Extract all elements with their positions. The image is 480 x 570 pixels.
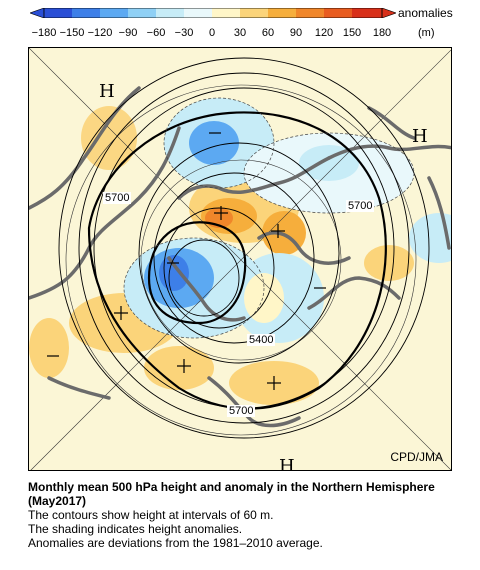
- credit-label: CPD/JMA: [390, 450, 443, 464]
- height-contours: [58, 57, 430, 439]
- colorbar-tick: 150: [342, 27, 362, 39]
- anomaly-colorbar: [30, 8, 396, 18]
- high-pressure-label: H: [279, 456, 295, 471]
- caption-line: Anomalies are deviations from the 1981–2…: [28, 536, 323, 550]
- colorbar-unit: (m): [418, 27, 435, 39]
- high-pressure-label: H: [412, 126, 428, 147]
- colorbar-tick: −120: [87, 27, 113, 39]
- colorbar-tick: 0: [208, 27, 216, 39]
- caption-line: The shading indicates height anomalies.: [28, 522, 243, 536]
- contour-label: 5700: [227, 405, 256, 417]
- colorbar-tick: 90: [289, 27, 303, 39]
- colorbar-tick: 180: [372, 27, 392, 39]
- colorbar-label: anomalies: [398, 6, 453, 20]
- anomaly-zero-contours: [123, 97, 415, 339]
- caption-title: Monthly mean 500 hPa height and anomaly …: [28, 480, 435, 508]
- caption-line: The contours show height at intervals of…: [28, 508, 274, 522]
- colorbar-tick: −150: [59, 27, 85, 39]
- anomaly-markers: [47, 132, 326, 390]
- coastlines: [29, 86, 451, 428]
- colorbar-tick: −90: [118, 27, 138, 39]
- contour-label: 5700: [103, 192, 132, 204]
- figure-caption: Monthly mean 500 hPa height and anomaly …: [28, 480, 468, 550]
- colorbar-tick: 60: [261, 27, 275, 39]
- map-graphics: [29, 48, 451, 470]
- colorbar-ticks: −180 −150 −120 −90 −60 −30 0 30 60 90 12…: [30, 27, 396, 41]
- colorbar-tick: −60: [146, 27, 166, 39]
- colorbar-tick: −30: [174, 27, 194, 39]
- colorbar-tick: −180: [31, 27, 57, 39]
- colorbar-tick: 120: [314, 27, 334, 39]
- high-pressure-label: H: [99, 81, 115, 102]
- hemisphere-map: H H H 5700 5700 5400 5700 CPD/JMA: [28, 47, 452, 471]
- contour-label: 5400: [247, 334, 276, 346]
- contour-label: 5700: [346, 200, 375, 212]
- colorbar-tick: 30: [233, 27, 247, 39]
